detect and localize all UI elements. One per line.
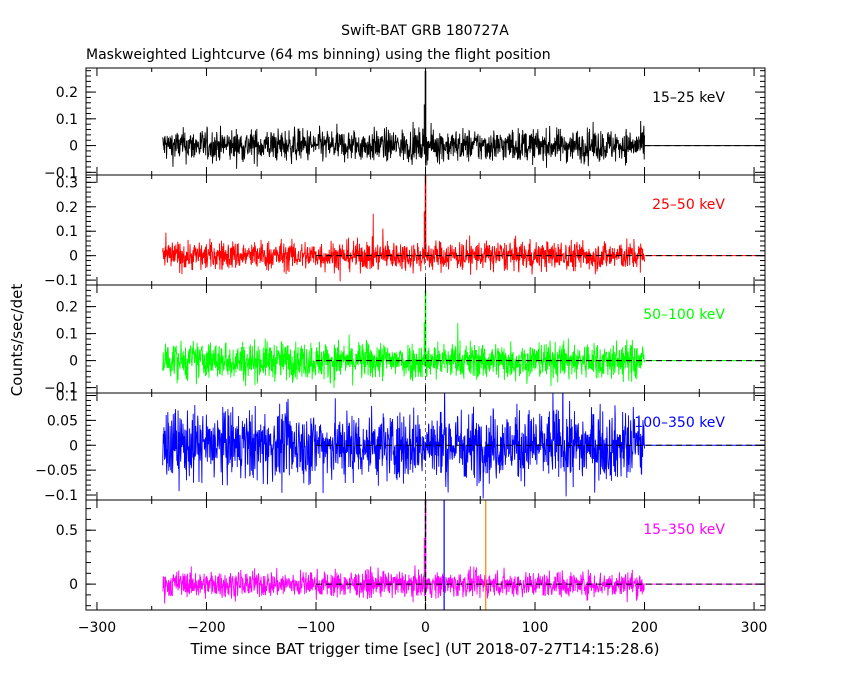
y-tick-label: 0 (69, 438, 78, 454)
chart-subtitle: Maskweighted Lightcurve (64 ms binning) … (86, 47, 551, 63)
y-tick-label: 0 (69, 249, 78, 265)
y-tick-label: −0.05 (35, 463, 78, 479)
y-tick-label: 0.05 (47, 413, 78, 429)
panel-plot-area (162, 175, 765, 285)
panel-2: −0.1 0 0.1 0.2 0.3 25–50 keV (44, 174, 766, 289)
y-tick-label: 0.3 (56, 175, 78, 191)
y-tick-label: −0.1 (44, 381, 78, 397)
y-tick-label: 0.1 (56, 224, 78, 240)
y-tick-label: 0.5 (56, 523, 78, 539)
series-line (162, 120, 645, 169)
panel-4: −0.1 −0.05 0 0.05 0.1 100–350 keV (35, 388, 766, 504)
y-tick-label: 0.1 (56, 327, 78, 343)
y-axis-label: Counts/sec/det (8, 284, 26, 397)
panel-plot-area (162, 500, 765, 610)
y-tick-label: 0.2 (56, 300, 78, 316)
band-label: 15–25 keV (652, 90, 725, 106)
chart-title: Swift-BAT GRB 180727A (341, 23, 509, 39)
y-tick-label: −0.1 (44, 488, 78, 504)
panel-3: −0.1 0 0.1 0.2 50–100 keV (44, 284, 766, 397)
x-tick-label: 100 (522, 620, 549, 636)
panel-plot-area (162, 393, 765, 500)
y-tick-label: 0.1 (56, 388, 78, 404)
x-axis-label: Time since BAT trigger time [sec] (UT 20… (190, 640, 660, 658)
panel-5: 0 0.5 15–350 keV (56, 499, 766, 611)
panel-plot-area (162, 285, 765, 393)
y-tick-label: 0.2 (56, 85, 78, 101)
y-tick-label: 0.1 (56, 112, 78, 128)
y-tick-label: −0.1 (44, 273, 78, 289)
panel-plot-area (162, 68, 765, 175)
y-tick-label: 0 (69, 354, 78, 370)
band-label: 50–100 keV (643, 307, 725, 323)
y-tick-label: 0 (69, 577, 78, 593)
y-tick-label: 0 (69, 139, 78, 155)
series-line (162, 565, 645, 604)
x-tick-label: −200 (187, 620, 225, 636)
y-tick-label: −0.1 (44, 165, 78, 181)
y-tick-label: 0.2 (56, 200, 78, 216)
panel-1: −0.1 0 0.1 0.2 15–25 keV (44, 67, 766, 181)
x-tick-label: −100 (297, 620, 335, 636)
band-label: 25–50 keV (652, 197, 725, 213)
series-line (162, 213, 645, 282)
x-axis: −300 −200 −100 0 100 200 300 (78, 620, 768, 636)
x-tick-label: 0 (421, 620, 430, 636)
x-tick-label: 300 (741, 620, 768, 636)
series-line (162, 393, 645, 499)
panels-group: −0.1 0 0.1 0.2 15–25 keV −0.1 0 0.1 0.2 0.3 25–50 … (35, 67, 766, 611)
x-tick-label: 200 (631, 620, 658, 636)
series-line (162, 323, 645, 388)
band-label: 15–350 keV (643, 522, 725, 538)
band-label: 100–350 keV (634, 415, 725, 431)
x-tick-label: −300 (78, 620, 116, 636)
